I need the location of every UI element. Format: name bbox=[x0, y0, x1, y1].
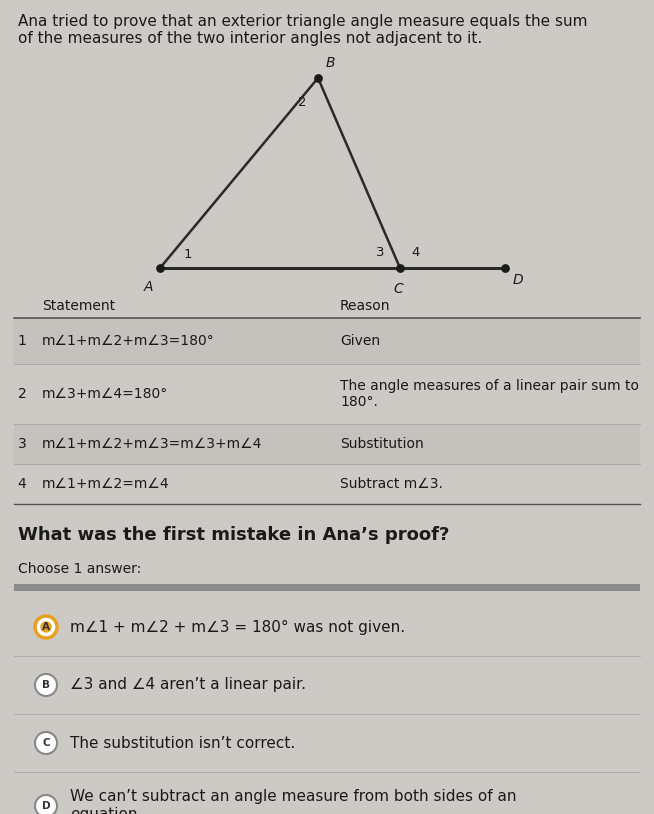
Text: m∠1+m∠2+m∠3=180°: m∠1+m∠2+m∠3=180° bbox=[42, 334, 215, 348]
Circle shape bbox=[35, 732, 57, 754]
Text: 1: 1 bbox=[18, 334, 26, 348]
Text: equation.: equation. bbox=[70, 807, 143, 814]
Text: Given: Given bbox=[340, 334, 380, 348]
Text: m∠3+m∠4=180°: m∠3+m∠4=180° bbox=[42, 387, 168, 401]
Text: Statement: Statement bbox=[42, 299, 115, 313]
Text: 180°.: 180°. bbox=[340, 395, 378, 409]
Text: The substitution isn’t correct.: The substitution isn’t correct. bbox=[70, 736, 295, 751]
Text: D: D bbox=[42, 801, 50, 811]
Text: C: C bbox=[393, 282, 403, 296]
Text: 4: 4 bbox=[412, 247, 420, 260]
Text: What was the first mistake in Ana’s proof?: What was the first mistake in Ana’s proo… bbox=[18, 526, 449, 544]
Circle shape bbox=[35, 795, 57, 814]
Circle shape bbox=[35, 674, 57, 696]
Text: The angle measures of a linear pair sum to: The angle measures of a linear pair sum … bbox=[340, 379, 639, 393]
Point bbox=[313, 72, 323, 85]
Text: Ana tried to prove that an exterior triangle angle measure equals the sum
of the: Ana tried to prove that an exterior tria… bbox=[18, 14, 587, 46]
Text: m∠1 + m∠2 + m∠3 = 180° was not given.: m∠1 + m∠2 + m∠3 = 180° was not given. bbox=[70, 619, 405, 634]
Text: C: C bbox=[43, 738, 50, 748]
Text: Choose 1 answer:: Choose 1 answer: bbox=[18, 562, 141, 576]
Circle shape bbox=[35, 616, 57, 638]
Text: m∠1+m∠2=m∠4: m∠1+m∠2=m∠4 bbox=[42, 477, 169, 491]
FancyBboxPatch shape bbox=[14, 424, 640, 464]
FancyBboxPatch shape bbox=[14, 318, 640, 364]
Text: 2: 2 bbox=[298, 95, 306, 108]
Point bbox=[500, 261, 510, 274]
Text: m∠1+m∠2+m∠3=m∠3+m∠4: m∠1+m∠2+m∠3=m∠3+m∠4 bbox=[42, 437, 262, 451]
Text: Subtract m∠3.: Subtract m∠3. bbox=[340, 477, 443, 491]
Circle shape bbox=[41, 622, 51, 632]
Point bbox=[155, 261, 165, 274]
Text: 3: 3 bbox=[376, 247, 385, 260]
Point bbox=[395, 261, 405, 274]
Text: 3: 3 bbox=[18, 437, 26, 451]
FancyBboxPatch shape bbox=[14, 584, 640, 591]
Text: We can’t subtract an angle measure from both sides of an: We can’t subtract an angle measure from … bbox=[70, 790, 517, 804]
Text: A: A bbox=[143, 280, 153, 294]
Text: 1: 1 bbox=[184, 247, 192, 260]
Text: 4: 4 bbox=[18, 477, 26, 491]
Text: B: B bbox=[326, 56, 336, 70]
Text: 2: 2 bbox=[18, 387, 26, 401]
Text: Substitution: Substitution bbox=[340, 437, 424, 451]
Text: Reason: Reason bbox=[340, 299, 390, 313]
Text: ∠3 and ∠4 aren’t a linear pair.: ∠3 and ∠4 aren’t a linear pair. bbox=[70, 677, 306, 693]
Text: A: A bbox=[42, 622, 50, 632]
Text: B: B bbox=[42, 680, 50, 690]
Text: D: D bbox=[513, 273, 524, 287]
